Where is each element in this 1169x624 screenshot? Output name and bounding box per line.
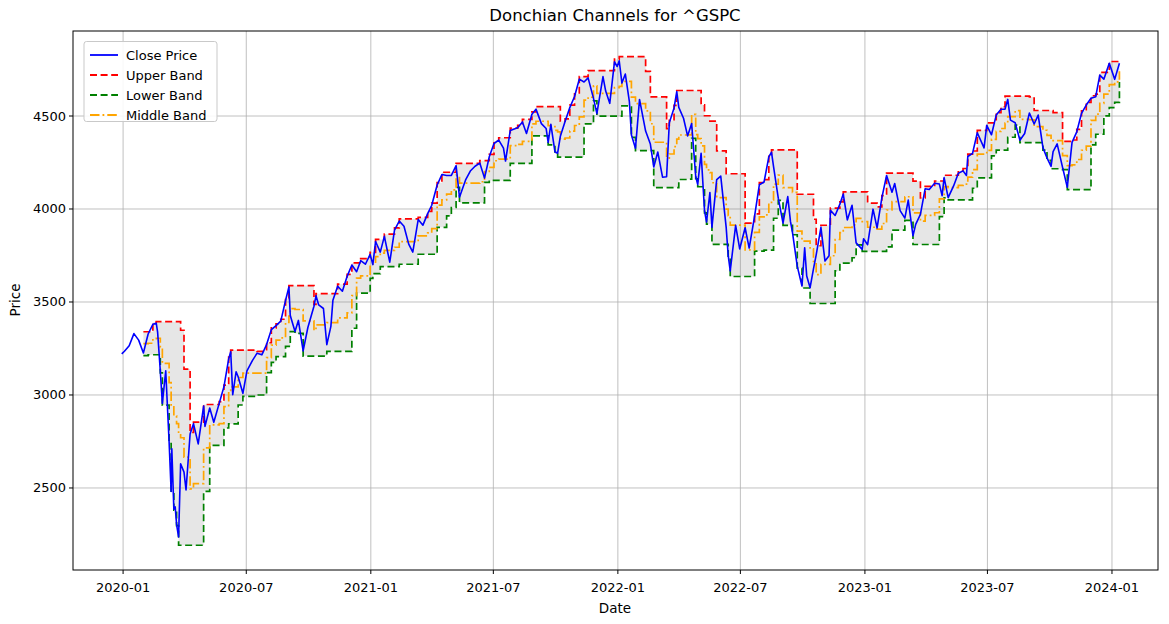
legend: Close Price Upper Band Lower Band Middle… <box>84 42 217 123</box>
x-tick-label: 2021-07 <box>466 580 520 595</box>
legend-label-close-price: Close Price <box>126 48 197 63</box>
x-tick-label: 2023-01 <box>838 580 892 595</box>
x-tick-label: 2022-07 <box>713 580 767 595</box>
y-tick-label: 4000 <box>33 201 66 216</box>
chart-canvas: 2020-01 2020-07 2021-01 2021-07 2022-01 2022-… <box>0 0 1169 624</box>
x-tick-label: 2021-01 <box>344 580 398 595</box>
legend-label-lower-band: Lower Band <box>126 88 202 103</box>
y-tick-label: 4500 <box>33 109 66 124</box>
x-tick-labels: 2020-01 2020-07 2021-01 2021-07 2022-01 2022-… <box>96 580 1139 595</box>
y-axis-label: Price <box>7 284 23 317</box>
donchian-chart-figure: 2020-01 2020-07 2021-01 2021-07 2022-01 2022-… <box>0 0 1169 624</box>
x-tick-label: 2020-07 <box>219 580 273 595</box>
x-axis-label: Date <box>599 600 631 616</box>
x-tick-label: 2020-01 <box>96 580 150 595</box>
legend-label-middle-band: Middle Band <box>126 108 206 123</box>
x-tick-label: 2023-07 <box>960 580 1014 595</box>
y-tick-label: 3500 <box>33 294 66 309</box>
y-tick-label: 2500 <box>33 480 66 495</box>
chart-title: Donchian Channels for ^GSPC <box>489 6 740 25</box>
x-tick-label: 2024-01 <box>1085 580 1139 595</box>
legend-label-upper-band: Upper Band <box>126 68 203 83</box>
y-tick-label: 3000 <box>33 387 66 402</box>
x-tick-label: 2022-01 <box>591 580 645 595</box>
